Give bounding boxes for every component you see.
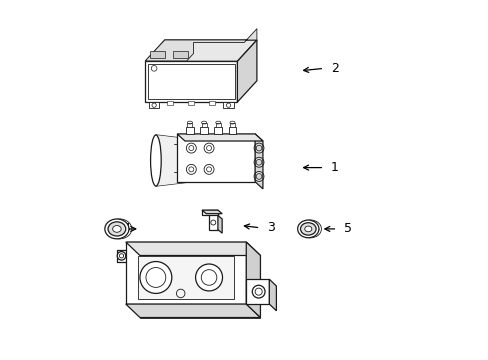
Polygon shape (125, 304, 260, 318)
Polygon shape (177, 134, 255, 182)
Text: 5: 5 (343, 222, 351, 235)
Polygon shape (145, 29, 256, 61)
Circle shape (201, 270, 216, 285)
Bar (215, 123, 220, 127)
Polygon shape (145, 61, 237, 102)
Polygon shape (156, 135, 187, 186)
Polygon shape (145, 40, 256, 61)
Polygon shape (202, 210, 218, 215)
Bar (214, 127, 222, 134)
Polygon shape (246, 279, 269, 304)
Polygon shape (138, 256, 233, 299)
Ellipse shape (112, 226, 121, 232)
Bar (228, 127, 236, 134)
Polygon shape (125, 242, 246, 304)
Circle shape (195, 264, 222, 291)
Polygon shape (218, 215, 222, 233)
Polygon shape (223, 102, 233, 108)
Ellipse shape (304, 226, 311, 232)
Polygon shape (125, 242, 260, 256)
Bar (166, 100, 173, 105)
Ellipse shape (104, 219, 129, 239)
Ellipse shape (183, 139, 192, 182)
Ellipse shape (297, 220, 318, 238)
Bar (201, 123, 206, 127)
Polygon shape (237, 40, 256, 102)
Circle shape (140, 261, 171, 293)
Polygon shape (202, 210, 222, 214)
Text: 1: 1 (330, 161, 338, 174)
Bar (229, 123, 234, 127)
Text: 4: 4 (122, 222, 130, 235)
Ellipse shape (150, 135, 161, 186)
Polygon shape (140, 256, 260, 318)
Bar (173, 51, 187, 58)
Ellipse shape (300, 223, 315, 235)
Bar (200, 127, 207, 134)
Polygon shape (269, 279, 276, 311)
Circle shape (117, 252, 125, 260)
Text: 3: 3 (266, 221, 274, 234)
Polygon shape (255, 134, 263, 189)
Polygon shape (209, 210, 218, 230)
Bar (185, 127, 193, 134)
Text: 2: 2 (330, 62, 338, 75)
Circle shape (252, 285, 264, 298)
Polygon shape (246, 242, 260, 318)
Bar (187, 100, 194, 105)
Circle shape (145, 267, 165, 287)
Ellipse shape (108, 222, 125, 236)
Bar (187, 123, 192, 127)
Bar (150, 51, 164, 58)
Polygon shape (177, 134, 263, 141)
Polygon shape (148, 102, 159, 108)
Bar (209, 100, 215, 105)
